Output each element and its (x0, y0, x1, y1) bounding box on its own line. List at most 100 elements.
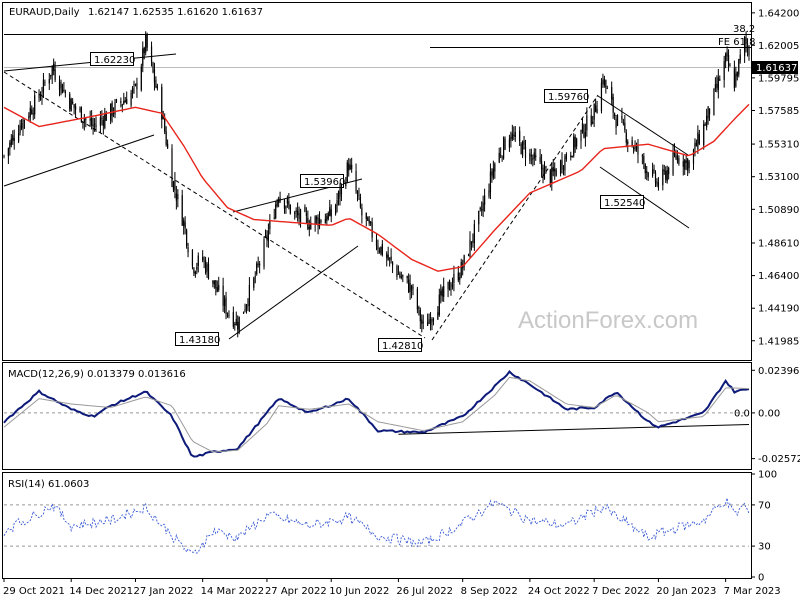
candle-85 (177, 189, 179, 208)
candle-359 (738, 58, 740, 78)
candle-357 (735, 66, 737, 88)
candle-261 (539, 149, 541, 164)
candle-264 (543, 161, 546, 180)
candle-190 (391, 261, 394, 274)
candle-318 (654, 170, 657, 188)
candle-127 (264, 229, 267, 239)
rsi-y-tick-2-label: 30 (758, 542, 771, 553)
candle-191 (396, 264, 398, 280)
candle-70 (146, 32, 148, 52)
price-y-tick-7-label: 1.48610 (758, 238, 799, 249)
candle-223 (460, 258, 462, 279)
candle-116 (242, 311, 245, 314)
rsi-y-tick-1-label: 70 (758, 500, 771, 511)
annotation-1-62230-text: 1.62230 (94, 55, 135, 66)
candle-173 (358, 187, 360, 200)
candle-128 (266, 230, 268, 248)
price-y-tick-4-label: 1.55310 (758, 140, 799, 151)
candle-344 (707, 106, 709, 125)
candle-311 (641, 153, 643, 165)
candle-1 (7, 147, 9, 164)
macd-trendline (398, 423, 750, 435)
candle-334 (687, 157, 689, 177)
x-tick-label-5: 10 Jun 2022 (329, 586, 389, 597)
candle-88 (184, 216, 186, 235)
candle-27 (60, 79, 62, 96)
candle-69 (145, 31, 147, 56)
candle-180 (371, 217, 373, 242)
candle-195 (402, 274, 404, 283)
candle-298 (614, 112, 616, 120)
candle-72 (152, 61, 154, 74)
candle-122 (254, 271, 256, 284)
candle-144 (298, 206, 300, 226)
candle-155 (320, 219, 322, 224)
candle-275 (565, 152, 568, 162)
candle-89 (185, 228, 188, 249)
candle-310 (637, 139, 639, 164)
candle-73 (153, 62, 156, 91)
candle-212 (438, 288, 440, 317)
candle-104 (216, 280, 218, 293)
candle-65 (136, 77, 138, 98)
candle-284 (584, 123, 586, 147)
candle-54 (114, 98, 116, 119)
candle-215 (443, 277, 445, 302)
x-tick-label-4: 27 Apr 2022 (265, 586, 327, 597)
candle-322 (663, 164, 665, 175)
candle-272 (561, 152, 563, 174)
candle-241 (498, 147, 500, 164)
dashed-trend-left (3, 71, 426, 339)
price-y-axis: 1.64200 1.62005 1.59795 1.57585 1.55310 1.531… (751, 8, 799, 347)
candle-79 (165, 126, 167, 147)
candle-148 (307, 210, 309, 231)
annotation-1-59760: 1.59760 (544, 89, 589, 103)
candle-218 (450, 282, 452, 296)
candle-278 (573, 133, 575, 158)
candle-49 (104, 107, 106, 130)
candle-168 (348, 157, 350, 177)
candle-250 (514, 126, 516, 142)
candle-74 (155, 76, 157, 89)
candle-178 (368, 216, 370, 226)
dashed-trend-right (431, 94, 599, 341)
candle-273 (562, 165, 565, 176)
candle-132 (275, 201, 277, 220)
macd-y-tick-0-label: 0.023963 (758, 366, 800, 377)
candle-350 (719, 75, 721, 81)
price-y-tick-9-label: 1.44190 (758, 304, 799, 315)
candle-143 (297, 202, 299, 222)
candle-81 (171, 144, 173, 188)
candle-171 (355, 163, 357, 194)
candle-182 (377, 239, 379, 255)
candle-8 (20, 119, 23, 131)
candle-164 (339, 183, 341, 206)
candle-253 (521, 140, 524, 159)
candle-105 (218, 276, 220, 292)
candle-291 (600, 78, 603, 114)
macd-zero-label: 0.0 (734, 408, 750, 419)
candle-58 (123, 92, 125, 105)
candle-221 (457, 265, 459, 283)
channel-lower-line (3, 134, 155, 187)
candle-5 (13, 129, 15, 150)
candle-352 (725, 52, 727, 69)
candle-364 (748, 45, 750, 61)
candle-343 (706, 108, 708, 131)
candle-124 (257, 256, 259, 268)
candle-210 (432, 317, 435, 326)
price-y-tick-5-label: 1.53100 (758, 172, 799, 183)
candle-312 (643, 152, 645, 170)
candle-280 (576, 137, 578, 150)
candle-141 (294, 210, 296, 220)
candle-230 (473, 219, 475, 251)
candle-51 (110, 103, 112, 125)
candle-167 (346, 159, 348, 184)
candle-288 (593, 103, 595, 128)
candle-18 (41, 86, 43, 105)
candle-41 (89, 110, 91, 127)
candle-235 (483, 188, 486, 212)
watermark: ActionForex.com (518, 307, 698, 334)
candle-11 (28, 112, 30, 121)
candle-0 (3, 154, 5, 159)
